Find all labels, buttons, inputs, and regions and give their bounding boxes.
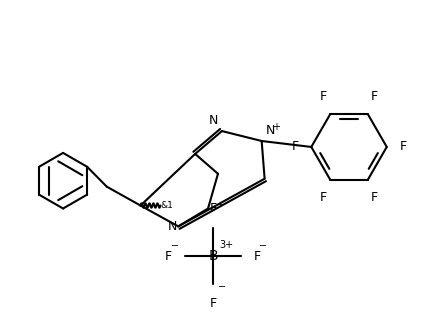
- Text: F: F: [320, 90, 326, 103]
- Text: B: B: [208, 249, 217, 263]
- Text: F: F: [291, 141, 298, 153]
- Text: N: N: [265, 124, 274, 137]
- Text: F: F: [320, 191, 326, 204]
- Text: −: −: [171, 241, 179, 251]
- Text: −: −: [258, 241, 266, 251]
- Text: N: N: [208, 114, 217, 127]
- Text: 3+: 3+: [219, 240, 233, 250]
- Text: F: F: [253, 250, 260, 263]
- Text: F: F: [370, 90, 377, 103]
- Text: &1: &1: [160, 201, 173, 210]
- Text: −: −: [217, 282, 225, 292]
- Text: F: F: [370, 191, 377, 204]
- Text: +: +: [271, 122, 279, 132]
- Text: F: F: [209, 297, 216, 310]
- Text: F: F: [209, 203, 216, 215]
- Text: N: N: [167, 220, 176, 233]
- Text: F: F: [399, 141, 406, 153]
- Text: F: F: [165, 250, 172, 263]
- Text: −: −: [217, 201, 225, 211]
